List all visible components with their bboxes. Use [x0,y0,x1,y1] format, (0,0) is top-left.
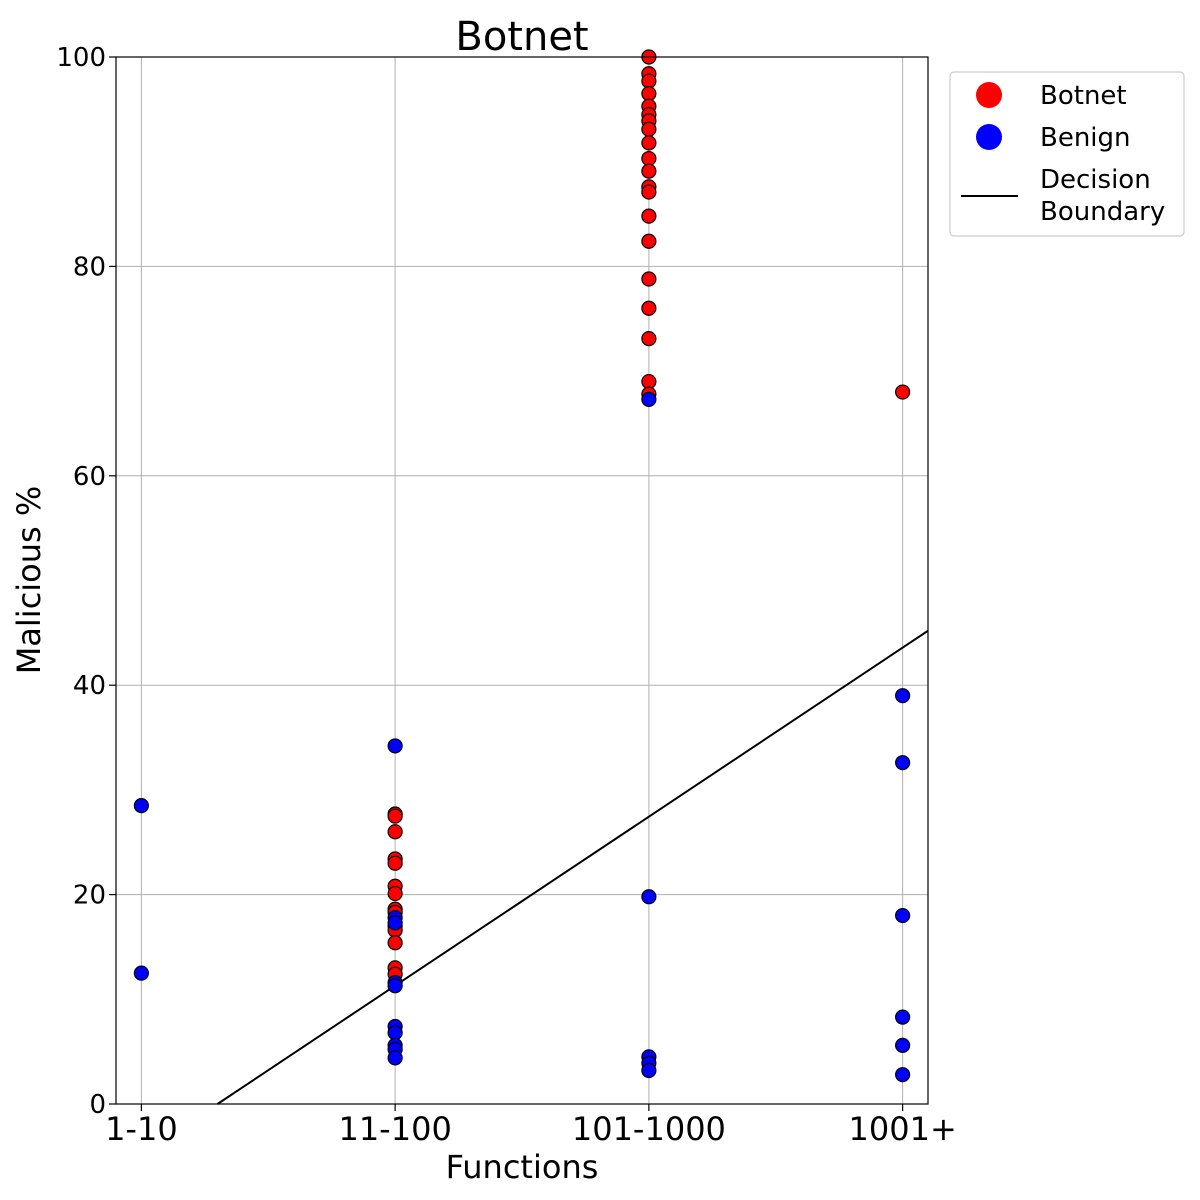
botnet-point [641,184,657,200]
benign-point [895,1037,911,1053]
legend-label-decision: Decision [1040,165,1151,195]
legend-label-boundary: Boundary [1040,197,1165,227]
botnet-point [641,163,657,179]
botnet-point [387,855,403,871]
botnet-point [641,150,657,167]
x-tick-label: 11-100 [338,1110,451,1148]
botnet-point [641,300,657,316]
botnet-point [387,885,403,902]
benign-point [641,1062,657,1079]
y-tick-label: 0 [89,1090,106,1120]
botnet-point [641,331,657,347]
benign-point [133,965,149,981]
chart-title: Botnet [455,14,588,60]
legend-marker-botnet [976,82,1002,108]
benign-point [895,688,911,704]
benign-point [387,1025,403,1041]
x-tick-label: 101-1000 [572,1110,726,1148]
legend: Botnet Benign Decision Boundary [949,71,1185,237]
x-tick-label: 1-10 [105,1110,178,1148]
benign-point [641,391,657,407]
botnet-point [387,824,403,840]
plot-frame [115,56,929,1105]
legend-label-botnet: Botnet [1040,81,1127,111]
legend-label-benign: Benign [1040,123,1131,153]
y-tick-label: 100 [56,43,106,73]
y-tick-label: 80 [73,252,106,282]
x-tick-label: 1001+ [849,1110,957,1148]
decision-boundary-layer [216,629,929,1105]
botnet-point [895,384,911,400]
legend-marker-benign [976,124,1002,150]
benign-point [895,907,911,924]
botnet-point [641,233,657,249]
benign-point [387,915,403,931]
x-axis-ticks: 1-10 11-100 101-1000 1001+ [105,1104,957,1148]
botnet-point [641,121,657,137]
x-axis-label: Functions [446,1148,599,1186]
benign-point [895,1009,911,1025]
botnet-point [387,808,403,824]
decision-boundary-line [216,629,929,1105]
benign-point [387,978,403,994]
y-tick-label: 60 [73,462,106,492]
grid-lines [116,56,928,1105]
botnet-point [641,86,657,102]
y-tick-label: 40 [73,671,106,701]
data-points-layer [133,49,911,1083]
benign-point [641,889,657,905]
y-tick-label: 20 [73,881,106,911]
benign-point [133,798,149,814]
botnet-point [641,135,657,151]
benign-point [895,1067,911,1083]
y-axis-ticks: 0 20 40 60 80 100 [56,43,116,1120]
benign-point [895,755,911,771]
benign-point [387,1050,403,1066]
benign-point [387,738,403,754]
botnet-point [641,271,657,287]
botnet-point [387,935,403,951]
botnet-point [641,73,657,89]
y-axis-label: Malicious % [10,486,48,675]
botnet-point [641,208,657,224]
botnet-point [641,373,657,390]
